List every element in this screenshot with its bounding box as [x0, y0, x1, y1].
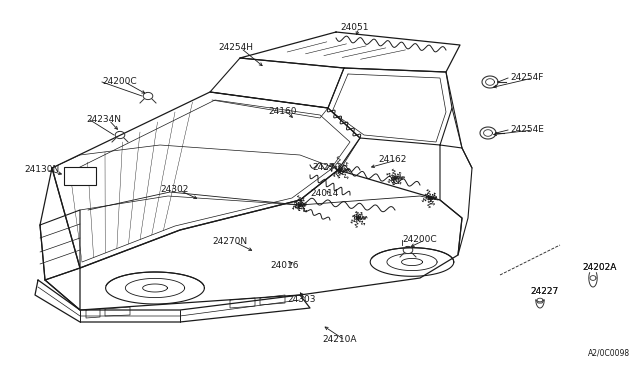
Text: 24016: 24016 [270, 260, 298, 269]
Text: 24302: 24302 [160, 186, 188, 195]
Text: 24234N: 24234N [86, 115, 121, 125]
Text: 24254E: 24254E [510, 125, 544, 135]
Text: 24303: 24303 [287, 295, 316, 305]
Text: 24202A: 24202A [582, 263, 616, 272]
FancyBboxPatch shape [64, 167, 96, 185]
Text: A2/0C0098: A2/0C0098 [588, 349, 630, 358]
Text: 24227: 24227 [530, 288, 558, 296]
Text: 24130N: 24130N [24, 166, 60, 174]
Text: 24254F: 24254F [510, 74, 543, 83]
Text: 24270N: 24270N [212, 237, 247, 247]
Text: 24200C: 24200C [402, 235, 436, 244]
Text: 24210A: 24210A [322, 336, 356, 344]
Text: 24014: 24014 [310, 189, 339, 199]
Text: 24160: 24160 [268, 108, 296, 116]
Text: 24202A: 24202A [582, 263, 616, 272]
Text: 24227: 24227 [530, 288, 558, 296]
Text: 24254H: 24254H [218, 44, 253, 52]
Text: 24051: 24051 [340, 23, 369, 32]
Text: 24162: 24162 [378, 155, 406, 164]
Text: 24270: 24270 [312, 164, 340, 173]
Text: 24200C: 24200C [102, 77, 136, 87]
